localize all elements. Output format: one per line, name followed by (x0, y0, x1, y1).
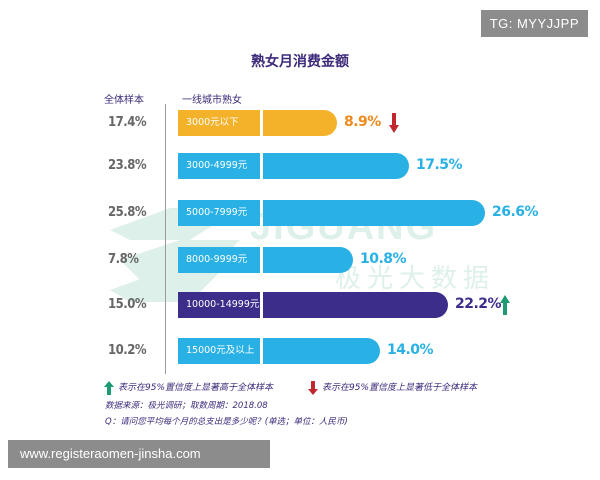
value-bar (263, 110, 337, 136)
watermark-tag: TG: MYYJJPP (480, 10, 588, 37)
chart-title: 熟女月消费金额 (251, 54, 349, 70)
value-label: 8.9% (344, 114, 381, 130)
value-bar (263, 200, 485, 226)
value-bar (263, 153, 409, 179)
value-label: 10.8% (360, 251, 407, 267)
category-label: 3000-4999元 (178, 153, 260, 179)
category-label: 5000-7999元 (178, 200, 260, 226)
chart-row: 23.8% 3000-4999元 17.5% (0, 153, 600, 179)
legend-down: 表示在95%置信度上显著低于全体样本 (308, 380, 477, 395)
divider-line (165, 104, 166, 374)
chart-row: 10.2% 15000元及以上 14.0% (0, 338, 600, 364)
up-arrow-icon (104, 380, 114, 395)
overall-value: 23.8% (108, 158, 147, 173)
down-arrow-icon (308, 380, 318, 395)
column-header-overall: 全体样本 (104, 95, 144, 106)
category-label: 15000元及以上 (178, 338, 260, 364)
overall-value: 15.0% (108, 297, 147, 312)
chart-row: 25.8% 5000-7999元 26.6% (0, 200, 600, 226)
category-label: 8000-9999元 (178, 247, 260, 273)
value-bar (263, 247, 353, 273)
legend-down-text: 表示在95%置信度上显著低于全体样本 (322, 383, 478, 393)
overall-value: 17.4% (108, 115, 147, 130)
value-label: 22.2% (455, 296, 502, 312)
legend-up-text: 表示在95%置信度上显著高于全体样本 (118, 383, 274, 393)
legend-up: 表示在95%置信度上显著高于全体样本 (104, 380, 273, 395)
up-arrow-icon (500, 295, 510, 315)
down-arrow-icon (389, 113, 399, 133)
chart-row: 17.4% 3000元以下 8.9% (0, 110, 600, 136)
chart-row: 15.0% 10000-14999元 22.2% (0, 292, 600, 318)
value-label: 17.5% (416, 157, 463, 173)
category-label: 3000元以下 (178, 110, 260, 136)
chart-row: 7.8% 8000-9999元 10.8% (0, 247, 600, 273)
value-bar (263, 292, 448, 318)
column-header-city: 一线城市熟女 (182, 95, 242, 106)
overall-value: 10.2% (108, 343, 147, 358)
value-label: 14.0% (387, 342, 434, 358)
overall-value: 25.8% (108, 205, 147, 220)
site-banner: www.registeraomen-jinsha.com (8, 440, 270, 468)
value-bar (263, 338, 380, 364)
value-label: 26.6% (492, 204, 539, 220)
source-note: 数据来源：极光调研；取数周期：2018.08 (105, 401, 268, 411)
overall-value: 7.8% (108, 252, 139, 267)
category-label: 10000-14999元 (178, 292, 260, 318)
question-note: Q：请问您平均每个月的总支出是多少呢？(单选；单位：人民币) (105, 417, 348, 427)
